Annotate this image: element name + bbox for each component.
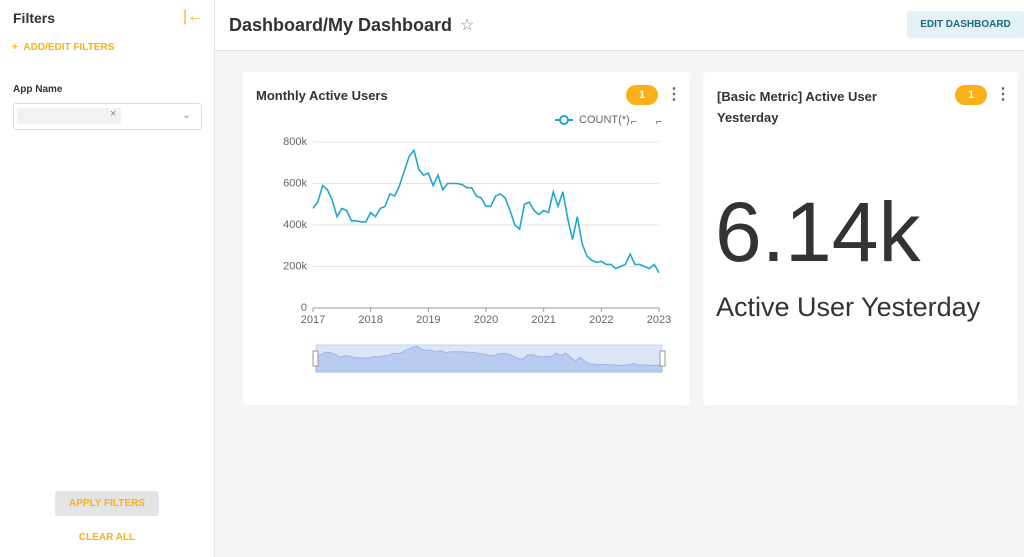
star-icon[interactable]: ☆ — [460, 17, 475, 34]
chart: 0 200k 400k 600k 800k 2017 2018 2019 2020 2021 202… — [283, 114, 671, 373]
card-title: Monthly Active Users — [256, 88, 388, 103]
dropdown-arrow[interactable]: ⌄ — [182, 109, 192, 121]
x-tick-label: 2023 — [647, 314, 671, 326]
legend-label: COUNT(*) — [579, 114, 630, 126]
y-tick-label: 800k — [283, 136, 307, 148]
metric-card: [Basic Metric] Active User Yesterday 1 ⋮… — [703, 72, 1018, 405]
zoom-handle — [659, 350, 666, 367]
header-title: Dashboard/My Dashboard — [229, 15, 453, 35]
x-tick-label: 2020 — [474, 314, 498, 326]
header: Dashboard/My Dashboard ☆ EDIT DASHBOARD — [215, 0, 1024, 51]
zoom-preview — [315, 345, 663, 373]
x-tick-label: 2017 — [301, 314, 325, 326]
filter-badge[interactable]: 1 — [955, 85, 987, 105]
filter-label: App Name — [13, 84, 63, 95]
filter-select[interactable]: × ⌄ — [13, 103, 202, 130]
chart-card: Monthly Active Users 1 ⋮ 0 200k 400k 600k 80… — [243, 72, 690, 405]
collapse-icon[interactable]: |← — [183, 8, 204, 25]
menu-icon[interactable]: ⋮ — [995, 86, 1011, 103]
card-title: [Basic Metric] Active User Yesterday — [717, 89, 877, 125]
filter-badge[interactable]: 1 — [626, 85, 658, 105]
y-tick-label: 0 — [301, 302, 307, 314]
y-tick-label: 400k — [283, 219, 307, 231]
y-tick-label: 200k — [283, 260, 307, 272]
metric-value: 6.14k — [715, 185, 921, 279]
metric-subtitle: Active User Yesterday — [716, 292, 981, 322]
edit-button[interactable]: EDIT DASHBOARD — [907, 11, 1024, 38]
add-filters-label: ADD/EDIT FILTERS — [23, 42, 115, 53]
filter-chip — [17, 108, 121, 124]
zoom-icon: ⌐ — [631, 116, 637, 128]
sidebar-title: Filters — [13, 10, 56, 26]
add-filters[interactable]: + ADD/EDIT FILTERS — [12, 42, 115, 53]
line-series — [312, 148, 660, 274]
x-tick-label: 2021 — [531, 314, 555, 326]
apply-button[interactable]: APPLY FILTERS — [55, 491, 159, 516]
menu-icon[interactable]: ⋮ — [666, 86, 682, 103]
x-tick-label: 2019 — [416, 314, 440, 326]
y-tick-label: 600k — [283, 177, 307, 189]
legend-marker — [559, 115, 569, 125]
x-tick-label: 2018 — [358, 314, 382, 326]
chip-remove[interactable]: × — [110, 108, 117, 120]
sidebar: Filters |← + ADD/EDIT FILTERS App Name ×… — [0, 0, 215, 557]
clear-button[interactable]: CLEAR ALL — [78, 532, 136, 543]
zoom-handle — [312, 350, 319, 367]
x-tick-label: 2022 — [589, 314, 613, 326]
reset-icon: ⌐ — [656, 116, 662, 128]
